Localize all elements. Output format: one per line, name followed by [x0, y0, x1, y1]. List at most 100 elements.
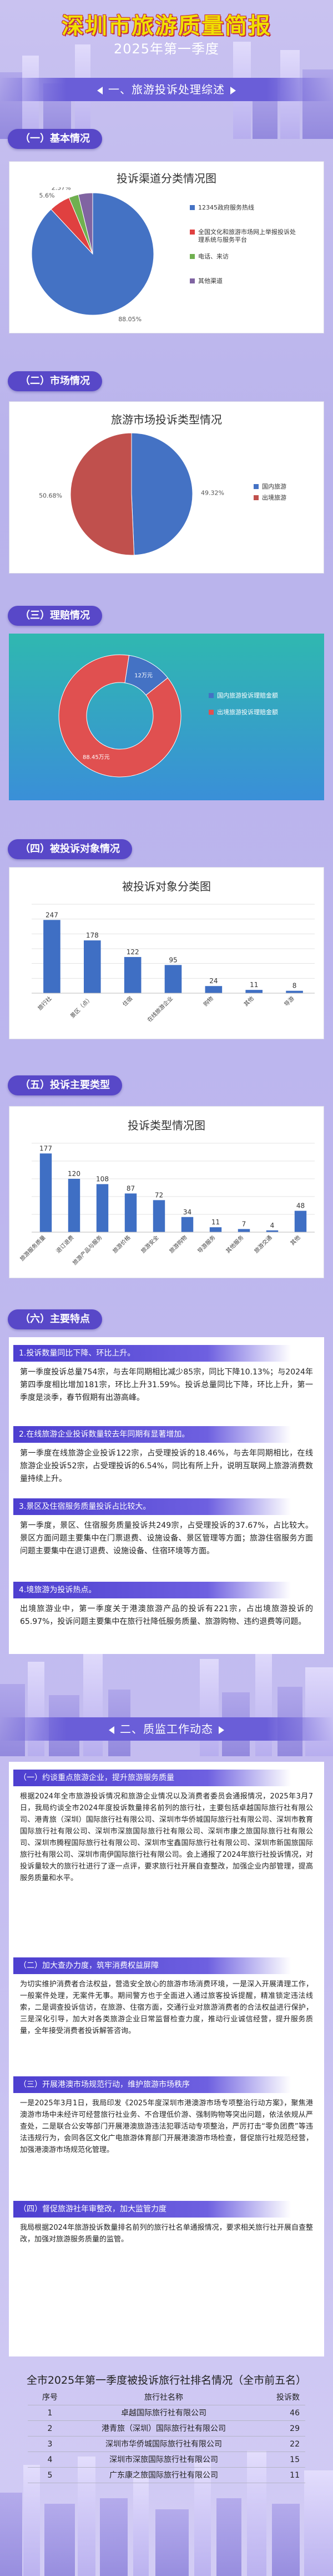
triangle-left-icon — [97, 86, 103, 94]
work-1-body: 根据2024年全市旅游投诉情况和旅游企业情况以及消费者委员会通报情况，2025年… — [20, 1792, 313, 1882]
ranking-header-name: 旅行社名称 — [144, 2393, 183, 2402]
triangle-right-icon — [230, 86, 236, 94]
feature-4-body: 出境旅游业中，第一季度关于港澳旅游产品的投诉有221宗，占出境旅游投诉的65.9… — [20, 1605, 313, 1626]
section-banner-1-label: 一、旅游投诉处理综述 — [108, 83, 225, 96]
bar — [68, 1179, 80, 1232]
category-tick-label: 在线旅游企业 — [146, 995, 175, 1024]
section-banner-2: 二、质监工作动态 — [0, 1717, 333, 1741]
ranking-cell-index: 5 — [47, 2471, 53, 2480]
feature-1-head: 1.投诉数量同比下降、环比上升。 — [13, 1345, 291, 1362]
bar — [164, 965, 182, 993]
tag-features: （六）主要特点 — [8, 1309, 102, 1329]
bar-data-label: 4 — [270, 1222, 275, 1229]
chart-panel-types: 投诉类型情况图 177 旅游服务质量 120 退订退费 108 旅游产品与服务 87 旅游价格… — [9, 1106, 324, 1278]
bar-chart-objects: 247 旅行社 178 景区（点） 122 住宿 95 在线旅游企业 24 购物 11 其他 8 导游 — [32, 904, 315, 1024]
pie-data-label: 2.57% — [52, 187, 71, 191]
chart-title-types: 投诉类型情况图 — [128, 1119, 205, 1132]
table-row: 4 深圳市深旅国际旅行社有限公司 15 — [28, 2452, 305, 2468]
section-banner-1: 一、旅游投诉处理综述 — [0, 78, 333, 101]
ranking-cell-name: 深圳市深旅国际旅行社有限公司 — [109, 2455, 218, 2464]
category-tick-label: 旅游交通 — [253, 1234, 273, 1254]
category-tick-label: 退订退费 — [54, 1234, 75, 1254]
legend-label: 电话、来访 — [198, 253, 229, 260]
bar — [43, 920, 60, 993]
ranking-title: 全市2025年第一季度被投诉旅行社排名情况（全市前五名） — [26, 2374, 307, 2386]
bar-data-label: 34 — [183, 1208, 191, 1216]
category-tick-label: 旅游购物 — [168, 1234, 188, 1254]
bar-data-label: 120 — [68, 1170, 80, 1178]
category-tick-label: 旅行社 — [36, 995, 53, 1012]
bar — [124, 956, 142, 993]
legend-label: 出境旅游投诉理赔金额 — [217, 708, 278, 716]
chart-panel-compensation: 12万元 88.45万元 国内旅游投诉理赔金额 出境旅游投诉理赔金额 — [9, 634, 324, 800]
legend-label: 国内旅游投诉理赔金额 — [217, 691, 278, 699]
bar-data-label: 95 — [169, 956, 177, 964]
legend-label: 12345政府服务热线 — [198, 203, 254, 211]
bar — [181, 1217, 194, 1232]
category-tick-label: 旅游服务质量 — [18, 1234, 47, 1263]
bar-data-label: 8 — [292, 982, 297, 990]
bar-data-label: 87 — [127, 1184, 135, 1192]
legend-swatch — [209, 693, 214, 698]
ranking-cell-count: 11 — [290, 2471, 300, 2480]
chart-title-objects: 被投诉对象分类图 — [122, 880, 211, 893]
work-3-body: 一是2025年3月1日，我局印发《2025年度深圳市港澳游市场专项整治行动方案》… — [20, 2099, 313, 2154]
ranking-cell-index: 2 — [47, 2424, 53, 2433]
feature-4-head: 4.境旅游为投诉热点。 — [13, 1582, 291, 1598]
ranking-cell-name: 卓越国际旅行社有限公司 — [121, 2409, 206, 2418]
category-tick-label: 导游 — [282, 995, 295, 1008]
ranking-cell-count: 46 — [290, 2409, 300, 2418]
bar — [209, 1227, 222, 1232]
report-subtitle: 2025年第一季度 — [113, 41, 220, 57]
category-tick-label: 旅游产品与服务 — [71, 1234, 104, 1267]
pie-slice — [78, 192, 93, 255]
ranking-cell-index: 1 — [47, 2409, 53, 2418]
ranking-cell-count: 22 — [290, 2440, 300, 2449]
category-tick-label: 购物 — [202, 995, 215, 1008]
pie-slice — [58, 654, 181, 778]
bar-data-label: 178 — [86, 931, 99, 939]
tag-objects: （四）被投诉对象情况 — [8, 839, 132, 859]
ranking-cell-name: 港青旅（深圳）国际旅行社有限公司 — [102, 2424, 226, 2433]
legend-swatch — [190, 278, 195, 283]
legend-swatch — [190, 230, 195, 235]
triangle-right-icon — [219, 1726, 224, 1734]
work-2-body: 为切实维护消费者合法权益，营造安全放心的旅游市场消费环境，一是深入开展清理工作，… — [20, 1980, 313, 2035]
ranking-header-row: 序号 旅行社名称 投诉数 — [28, 2390, 305, 2405]
work-2-head: （二）加大查办力度，筑牢消费权益屏障 — [13, 1957, 291, 1974]
bar — [96, 1184, 109, 1232]
bar — [153, 1200, 165, 1232]
table-row: 3 深圳市华侨城国际旅行社有限公司 22 — [28, 2437, 305, 2452]
feature-1-body: 第一季度投诉总量754宗，与去年同期相比减少85宗，同比下降10.13%；与20… — [20, 1368, 313, 1402]
chart-panel-objects: 被投诉对象分类图 247 旅行社 178 景区（点） 122 住宿 95 在线旅游企业 24 购物… — [9, 867, 324, 1039]
bar — [238, 1229, 250, 1232]
chart-panel-channels: 投诉渠道分类情况图 88.05% 5.6%2.57%3.78% 12345政府服务热… — [9, 161, 324, 333]
legend-label: 理系统与服务平台 — [198, 236, 247, 243]
ranking-cell-name: 深圳市华侨城国际旅行社有限公司 — [105, 2440, 222, 2449]
tag-types: （五）投诉主要类型 — [8, 1075, 122, 1095]
legend-swatch — [254, 484, 259, 489]
ranking-cell-index: 3 — [47, 2440, 53, 2449]
section-banner-2-label: 二、质监工作动态 — [120, 1722, 213, 1736]
triangle-left-icon — [109, 1726, 114, 1734]
bar-data-label: 7 — [242, 1220, 246, 1228]
ranking-cell-index: 4 — [47, 2455, 53, 2464]
work-1-head: （一）约谈重点旅游企业，提升旅游服务质量 — [13, 1770, 291, 1786]
legend-label: 出境旅游 — [262, 494, 286, 501]
pie-chart-channels: 88.05% 5.6%2.57%3.78% 12345政府服务热线全国文化和旅游市场… — [31, 187, 296, 323]
bar — [83, 940, 101, 993]
pie-data-label: 49.32% — [201, 489, 224, 496]
category-tick-label: 其他服务 — [224, 1234, 245, 1254]
feature-3-head: 3.景区及住宿服务质量投诉占比较大。 — [13, 1498, 291, 1515]
table-row: 2 港青旅（深圳）国际旅行社有限公司 29 — [28, 2421, 305, 2437]
bar — [266, 1230, 279, 1232]
bar-data-label: 177 — [39, 1144, 52, 1152]
ranking-cell-count: 29 — [290, 2424, 300, 2433]
legend-label: 其他渠道 — [198, 277, 223, 285]
ranking-cell-count: 15 — [290, 2455, 300, 2464]
bar — [245, 990, 263, 993]
legend-label: 国内旅游 — [262, 482, 286, 490]
bar-data-label: 24 — [209, 977, 218, 985]
chart-title-market: 旅游市场投诉类型情况 — [111, 413, 222, 426]
legend-swatch — [190, 205, 195, 210]
